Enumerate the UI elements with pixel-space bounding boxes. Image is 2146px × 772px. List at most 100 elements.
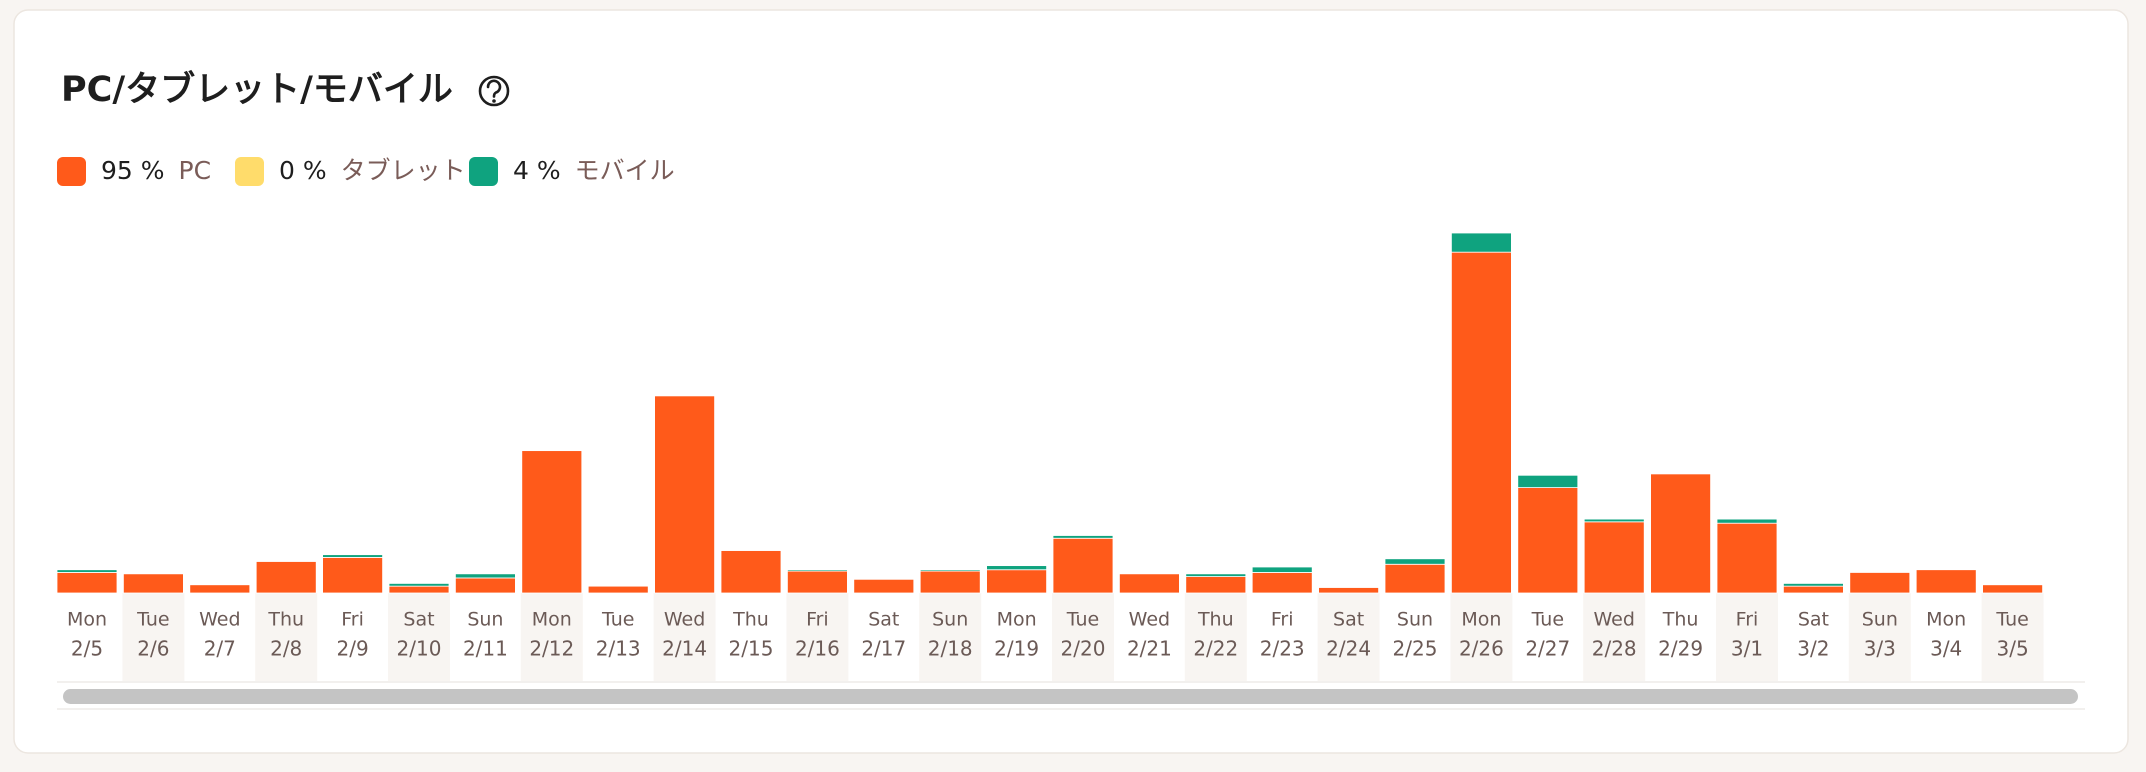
x-tick-weekday: Wed [1129,609,1170,631]
x-tick-label: 2/13 [596,637,641,661]
x-tick-label: 3/4 [1930,637,1962,661]
x-tick-label: 2/15 [729,637,774,661]
column-band [1317,593,1380,681]
bar-segment [388,583,450,587]
bar-segment [1517,474,1579,489]
bar-segment [1915,569,1977,594]
bar-segment [1849,572,1911,594]
bar-segment [454,573,516,579]
scrollbar[interactable] [63,689,2078,704]
legend-swatch [57,157,86,186]
help-icon[interactable] [478,75,510,107]
x-tick-weekday: Sun [1397,609,1433,631]
column-band [1981,593,2044,681]
bar-segment [986,565,1047,571]
bar-segment [56,572,118,594]
bar-segment [1783,583,1844,587]
bar-segment [1451,232,1512,253]
bar-segment [1650,473,1711,594]
x-tick-weekday: Sat [1798,609,1829,631]
x-tick-weekday: Thu [732,609,769,631]
x-tick-weekday: Mon [67,609,107,631]
bar-segment [1982,584,2043,594]
bar-segment [1451,251,1512,594]
x-tick-label: 2/10 [397,637,442,661]
x-tick-label: 3/3 [1864,637,1896,661]
bar-segment [853,578,915,594]
x-tick-weekday: Tue [1066,609,1099,631]
bar-segment [322,554,384,558]
x-tick-weekday: Mon [1926,609,1966,631]
x-tick-label: 2/17 [861,637,906,661]
x-tick-label: 2/29 [1658,637,1703,661]
x-tick-label: 2/11 [463,637,508,661]
bar-segment [1583,521,1645,594]
x-tick-weekday: Mon [1461,609,1501,631]
bar-segment [654,395,715,594]
x-tick-weekday: Sat [868,609,899,631]
column-band [919,593,982,681]
x-tick-label: 2/16 [795,637,840,661]
x-tick-label: 2/6 [137,637,169,661]
x-tick-weekday: Tue [136,609,169,631]
bar-segment [1517,487,1579,594]
x-tick-label: 3/1 [1731,637,1763,661]
bar-segment [255,561,317,594]
x-tick-label: 2/14 [662,637,707,661]
x-tick-weekday: Sun [932,609,968,631]
x-tick-weekday: Sun [1862,609,1898,631]
x-tick-label: 2/18 [928,637,973,661]
bar-segment [1185,576,1247,594]
bar-segment [521,450,583,594]
column-band [1184,593,1247,681]
column-band [1450,593,1513,681]
x-tick-weekday: Thu [1197,609,1234,631]
chart-title: PC/タブレット/モバイル [61,69,453,110]
bar-segment [1052,535,1114,539]
bar-segment [1783,585,1844,594]
legend-name: モバイル [575,156,675,185]
x-tick-weekday: Tue [1531,609,1564,631]
bar-segment [1716,518,1778,524]
x-tick-weekday: Mon [997,609,1037,631]
x-tick-label: 2/23 [1260,637,1305,661]
column-band [653,593,716,681]
bar-segment [1119,573,1180,594]
x-tick-label: 3/5 [1997,637,2029,661]
bar-segment [322,557,384,594]
legend-swatch [235,157,264,186]
x-tick-label: 2/28 [1592,637,1637,661]
bar-segment [1251,572,1313,594]
bar-segment [1318,587,1379,594]
legend-swatch [469,157,498,186]
x-tick-weekday: Fri [1736,609,1759,631]
bar-segment [1251,566,1313,573]
x-tick-weekday: Fri [806,609,829,631]
bar-segment [787,570,848,594]
bar-segment [123,573,184,594]
x-tick-label: 2/20 [1061,637,1106,661]
x-tick-weekday: Fri [341,609,364,631]
column-band [1716,593,1778,681]
x-tick-weekday: Sat [1333,609,1364,631]
x-tick-label: 2/25 [1393,637,1438,661]
x-tick-weekday: Sun [467,609,503,631]
column-band [388,593,450,681]
bar-segment [919,570,981,594]
x-tick-weekday: Sat [403,609,434,631]
x-tick-weekday: Wed [199,609,240,631]
bar-segment [587,585,649,594]
bar-segment [1583,518,1645,523]
legend-percent: 4 % [513,156,561,185]
x-tick-label: 2/27 [1525,637,1570,661]
x-tick-weekday: Wed [664,609,705,631]
bar-segment [56,569,118,573]
x-tick-label: 2/9 [337,637,369,661]
x-tick-label: 2/21 [1127,637,1172,661]
column-band [1583,593,1646,681]
x-tick-weekday: Thu [1662,609,1699,631]
legend-percent: 0 % [279,156,327,185]
column-band [786,593,849,681]
